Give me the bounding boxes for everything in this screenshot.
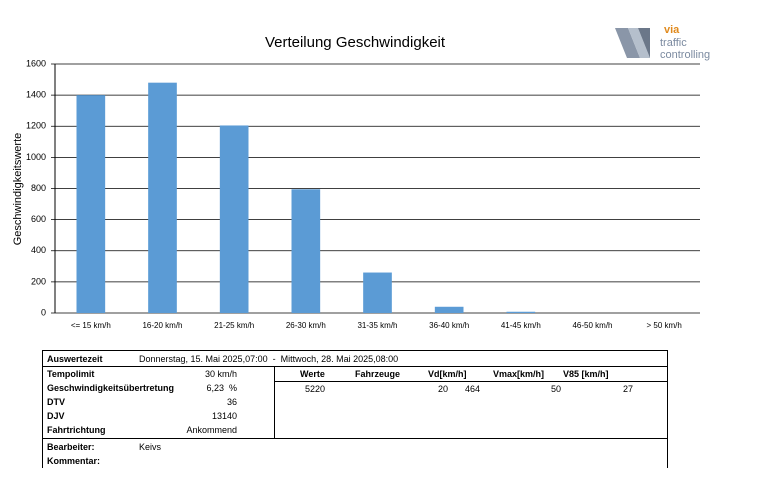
chart: Verteilung Geschwindigkeit Geschwindigke…: [12, 24, 710, 330]
bar: [363, 272, 392, 313]
label: DJV: [47, 411, 65, 421]
y-tick-label: 1600: [26, 58, 46, 68]
value: Ankommend: [186, 425, 237, 435]
logo: via traffic controlling: [615, 24, 710, 61]
cell: 50: [551, 384, 562, 394]
value: 13140: [211, 411, 237, 421]
bar: [76, 95, 106, 313]
label: Tempolimit: [47, 369, 95, 379]
y-tick-label: 0: [41, 307, 46, 317]
value: 36: [226, 397, 237, 407]
y-tick-label: 1400: [26, 90, 46, 100]
y-tick-label: 800: [31, 183, 46, 193]
x-tick-label: 36-40 km/h: [429, 321, 469, 330]
x-tick-label: 26-30 km/h: [286, 321, 326, 330]
y-tick-label: 1200: [26, 121, 46, 131]
row-border: [43, 366, 667, 367]
row-border: [43, 438, 667, 439]
logo-text: via: [664, 24, 680, 36]
bar: [506, 311, 536, 313]
label: Kommentar:: [47, 456, 101, 466]
label: Fahrtrichtung: [47, 425, 106, 435]
cell: 27: [623, 384, 634, 394]
x-tick-label: <= 15 km/h: [71, 321, 111, 330]
value: 30 km/h: [204, 369, 237, 379]
label: DTV: [47, 397, 65, 407]
x-tick-label: 21-25 km/h: [214, 321, 254, 330]
column-header: Vmax[km/h]: [493, 369, 545, 379]
x-tick-label: 46-50 km/h: [572, 321, 612, 330]
y-tick-label: 1000: [26, 152, 46, 162]
y-axis-label: Geschwindigkeitswerte: [12, 133, 24, 246]
logo-text: traffic: [660, 37, 687, 49]
cell: 464: [465, 384, 481, 394]
row-border: [274, 381, 667, 382]
bar: [219, 125, 249, 313]
logo-text: controlling: [660, 49, 710, 61]
column-header: Fahrzeuge: [355, 369, 401, 379]
column-header: Vd[km/h]: [428, 369, 467, 379]
column-header: V85 [km/h]: [563, 369, 609, 379]
report-table: Auswertezeit Donnerstag, 15. Mai 2025,07…: [42, 350, 668, 468]
cell: 20: [438, 384, 449, 394]
y-tick-label: 400: [31, 245, 46, 255]
bar: [148, 82, 177, 313]
label: Geschwindigkeitsübertretung: [47, 383, 175, 393]
column-header: Werte: [300, 369, 325, 379]
col-border: [274, 366, 275, 438]
x-tick-label: 31-35 km/h: [357, 321, 397, 330]
label: Bearbeiter:: [47, 442, 95, 452]
value: Keivs: [139, 442, 162, 452]
x-tick-label: > 50 km/h: [646, 321, 681, 330]
value: Donnerstag, 15. Mai 2025,07:00 - Mittwoc…: [139, 354, 399, 364]
cell: 5220: [305, 384, 326, 394]
value: 6,23 %: [206, 383, 237, 393]
chart-title: Verteilung Geschwindigkeit: [265, 34, 446, 51]
y-tick-label: 600: [31, 214, 46, 224]
x-tick-label: 41-45 km/h: [501, 321, 541, 330]
y-tick-label: 200: [31, 276, 46, 286]
label: Auswertezeit: [47, 354, 103, 364]
x-tick-label: 16-20 km/h: [142, 321, 182, 330]
bar: [434, 306, 464, 313]
bar: [291, 189, 321, 313]
